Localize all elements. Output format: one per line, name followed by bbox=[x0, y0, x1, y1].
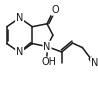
Text: OH: OH bbox=[41, 57, 57, 67]
Text: N: N bbox=[16, 47, 23, 58]
Text: N: N bbox=[16, 13, 23, 23]
Text: N: N bbox=[43, 41, 51, 52]
Text: OH: OH bbox=[41, 57, 57, 67]
Text: O: O bbox=[52, 5, 59, 15]
Text: N: N bbox=[16, 13, 23, 23]
Text: N: N bbox=[91, 58, 98, 68]
Text: N: N bbox=[43, 41, 51, 52]
Text: O: O bbox=[52, 5, 59, 15]
Text: N: N bbox=[91, 58, 98, 68]
Text: N: N bbox=[16, 47, 23, 58]
